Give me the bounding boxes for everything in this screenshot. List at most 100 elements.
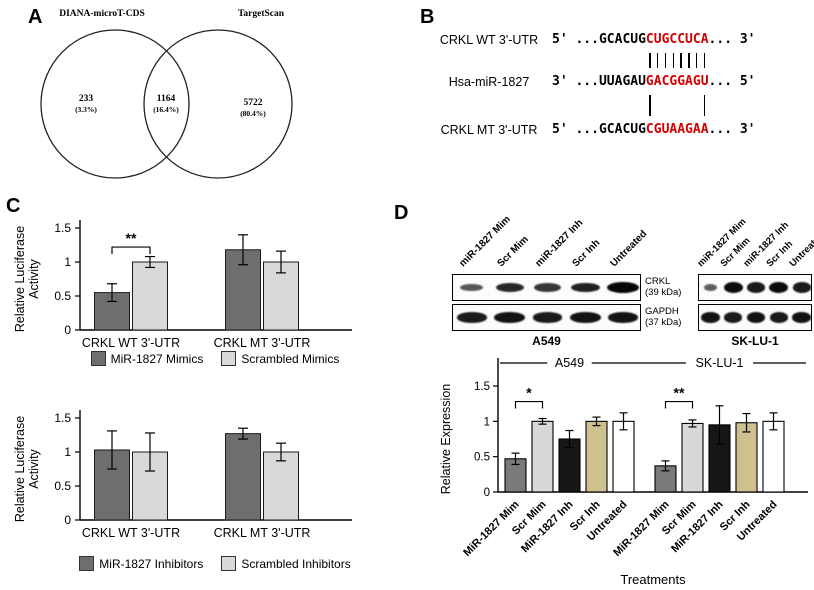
seq-seed-site: CGUAAGAA bbox=[645, 122, 709, 137]
bar bbox=[585, 420, 608, 493]
band-label-gapdh: GAPDH (37 kDa) bbox=[645, 306, 681, 329]
protein-band bbox=[569, 312, 601, 323]
venn-right-title: TargetScan bbox=[238, 9, 285, 19]
legend-item: MiR-1827 Mimics bbox=[90, 351, 204, 366]
legend-item: MiR-1827 Inhibitors bbox=[79, 556, 203, 571]
base-pair-line bbox=[703, 95, 706, 116]
protein-band bbox=[701, 312, 720, 323]
venn-left-count: 233 bbox=[79, 94, 94, 104]
pair-cell bbox=[662, 95, 670, 116]
seq-prefix: 3' ...UUAGAU bbox=[552, 74, 646, 89]
band-kda: (39 kDa) bbox=[645, 287, 682, 299]
protein-band bbox=[703, 283, 718, 292]
bar bbox=[762, 420, 785, 493]
venn-right-count: 5722 bbox=[244, 98, 263, 108]
panel-a-label: A bbox=[28, 6, 43, 28]
panel-c-label: C bbox=[6, 195, 21, 217]
legend-label: MiR-1827 Mimics bbox=[110, 351, 204, 366]
venn-overlap-pct: (16.4%) bbox=[153, 105, 179, 114]
seq-suffix: ... 5' bbox=[708, 74, 756, 89]
seq-prefix: 5' ...GCACUG bbox=[552, 32, 646, 47]
seq-row-mt: CRKL MT 3'-UTR 5' ...GCACUGCGUAAGAA... 3… bbox=[426, 116, 756, 143]
blot-gapdh-sk-lu-1 bbox=[698, 304, 812, 331]
seq-name-mir: Hsa-miR-1827 bbox=[448, 74, 530, 89]
sequence-alignment: CRKL WT 3'-UTR 5' ...GCACUGCUGCCUCA... 3… bbox=[426, 26, 756, 143]
base-pair-line bbox=[680, 53, 682, 68]
luciferase-inhibitors-chart: 0 0.5 1 1.5 Relative Luciferase Activity CRKL … bbox=[13, 410, 352, 540]
category-label: CRKL WT 3'-UTR bbox=[82, 526, 180, 540]
base-pairing bbox=[646, 53, 709, 68]
y-tick-label: 0 bbox=[484, 487, 490, 499]
bar bbox=[263, 451, 299, 521]
bar bbox=[225, 433, 261, 521]
base-pair-line bbox=[688, 53, 690, 68]
pair-cell bbox=[685, 95, 693, 116]
protein-band bbox=[792, 282, 811, 293]
seq-name-mt: CRKL MT 3'-UTR bbox=[440, 122, 538, 137]
venn-overlap-count: 1164 bbox=[157, 94, 176, 104]
protein-band bbox=[769, 282, 789, 293]
protein-band bbox=[723, 282, 743, 293]
legend-swatch-scrambled-inhibitors bbox=[221, 556, 237, 571]
sig-bracket bbox=[664, 400, 694, 409]
sig-label: ** bbox=[674, 385, 685, 401]
y-tick-label: 1.5 bbox=[474, 381, 490, 393]
pairing-row-1 bbox=[426, 53, 756, 68]
y-tick-label: 0 bbox=[64, 323, 71, 337]
sig-bracket bbox=[111, 246, 151, 255]
category-label: CRKL MT 3'-UTR bbox=[214, 526, 311, 540]
lane-label: Scr Mim bbox=[495, 234, 531, 270]
pair-cell bbox=[646, 95, 654, 116]
sig-label: ** bbox=[126, 230, 137, 246]
cell-line-a549: A549 bbox=[532, 334, 561, 348]
panel-a: DIANA-microT-CDS TargetScan 233 (3.3%) 1… bbox=[18, 2, 390, 194]
y-axis-label: Activity bbox=[27, 448, 41, 488]
base-pair-line bbox=[703, 53, 706, 68]
band-label-crkl: CRKL (39 kDa) bbox=[645, 276, 681, 299]
legend-label: Scrambled Inhibitors bbox=[241, 556, 351, 571]
legend-mimics: MiR-1827 Mimics Scrambled Mimics bbox=[48, 351, 382, 366]
legend-label: MiR-1827 Inhibitors bbox=[99, 556, 204, 571]
group-label: A549 bbox=[555, 356, 584, 370]
y-tick-label: 1.5 bbox=[54, 411, 71, 425]
category-label: CRKL WT 3'-UTR bbox=[82, 336, 180, 350]
venn-left-pct: (3.3%) bbox=[75, 105, 97, 114]
y-axis-label: Relative Luciferase bbox=[13, 226, 27, 332]
venn-circle-diana bbox=[40, 29, 190, 179]
seq-row-mir: Hsa-miR-1827 3' ...UUAGAUGACGGAGU... 5' bbox=[426, 68, 756, 95]
pair-cell bbox=[693, 53, 701, 68]
seq-seed-site: CUGCCUCA bbox=[645, 32, 709, 47]
panel-b-label: B bbox=[420, 6, 435, 28]
sequence-mt: 5' ...GCACUGCGUAAGAA... 3' bbox=[552, 122, 756, 137]
band-name: CRKL bbox=[645, 276, 671, 287]
blot-crkl-a549 bbox=[452, 274, 641, 301]
base-pairing bbox=[646, 95, 709, 116]
pair-cell bbox=[677, 95, 685, 116]
pair-cell bbox=[654, 95, 662, 116]
venn-right-pct: (80.4%) bbox=[240, 109, 266, 118]
blot-crkl-sk-lu-1 bbox=[698, 274, 812, 301]
venn-diagram: DIANA-microT-CDS TargetScan 233 (3.3%) 1… bbox=[40, 9, 293, 179]
pair-cell bbox=[685, 53, 693, 68]
bar bbox=[531, 420, 554, 493]
base-pair-line bbox=[649, 53, 651, 68]
band-kda: (37 kDa) bbox=[645, 317, 682, 329]
protein-band bbox=[724, 312, 743, 323]
category-label: CRKL MT 3'-UTR bbox=[214, 336, 311, 350]
pairing-row-2 bbox=[426, 95, 756, 116]
legend-inhibitors: MiR-1827 Inhibitors Scrambled Inhibitors bbox=[48, 556, 382, 571]
bar bbox=[132, 261, 168, 331]
luciferase-mimics-chart: 0 0.5 1 1.5 Relative Luciferase Activity CRKL … bbox=[13, 220, 352, 350]
pair-cell bbox=[701, 53, 709, 68]
panel-c: C 0 0.5 1 1.5 Relative Luciferase Activity CRK… bbox=[0, 195, 392, 590]
seq-prefix: 5' ...GCACUG bbox=[552, 122, 646, 137]
base-pair-line bbox=[695, 53, 698, 68]
panel-d: D miR-1827 Mim Scr Mim miR-1827 Inh Scr Inh… bbox=[390, 200, 814, 590]
bar bbox=[735, 422, 758, 493]
protein-band bbox=[792, 312, 811, 323]
pair-cell bbox=[701, 95, 709, 116]
protein-band bbox=[570, 282, 600, 293]
lane-label: Untreated bbox=[608, 228, 650, 270]
